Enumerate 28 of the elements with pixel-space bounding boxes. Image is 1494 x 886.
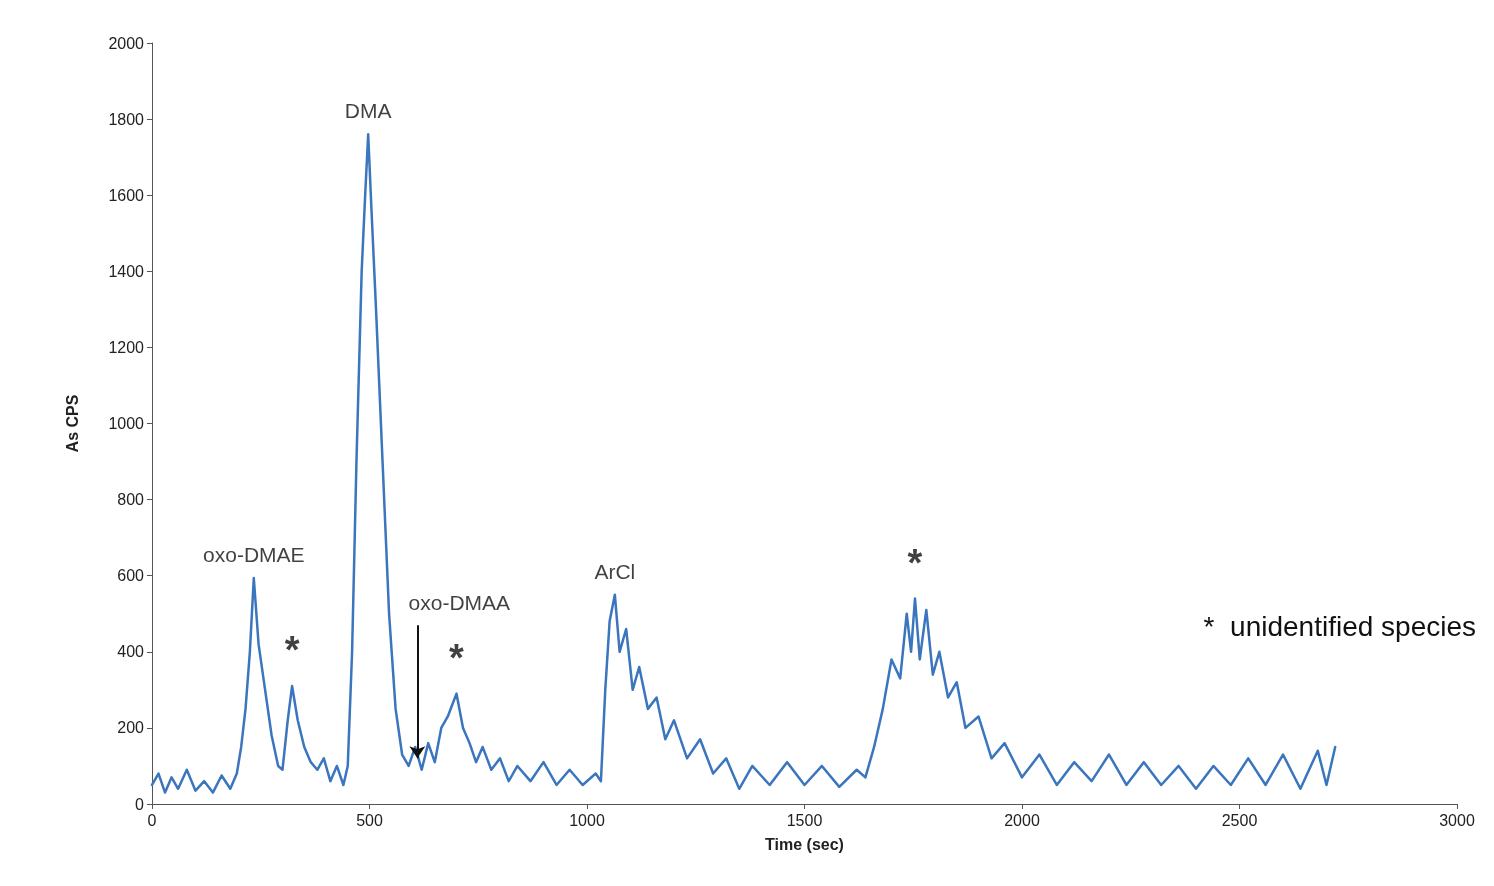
annotation: oxo-DMAA — [408, 591, 511, 615]
y-tick-label: 0 — [135, 795, 145, 813]
x-axis-title: Time (sec) — [765, 835, 844, 853]
annotation: DMA — [344, 99, 392, 123]
y-axis-title: As CPS — [63, 394, 81, 453]
x-tick-label: 1500 — [786, 811, 823, 829]
y-tick-label: 1400 — [108, 262, 145, 280]
y-tick-label: 1000 — [108, 415, 145, 432]
y-tick-label: 2000 — [108, 34, 145, 52]
x-tick-label: 2500 — [1221, 811, 1258, 829]
annotation: * — [907, 541, 923, 584]
y-tick-label: 200 — [117, 719, 145, 737]
x-tick-label: 2000 — [1004, 811, 1040, 829]
y-tick-label: 1200 — [108, 338, 145, 356]
annotation: oxo-DMAE — [203, 542, 305, 566]
annotation: * unidentified species — [1203, 610, 1477, 642]
x-tick-label: 3000 — [1439, 811, 1475, 829]
y-tick-label: 600 — [117, 567, 145, 585]
annotation: ArCl — [594, 559, 636, 583]
annotation: * — [449, 636, 465, 679]
x-tick-label: 500 — [356, 811, 383, 829]
y-tick-label: 800 — [117, 491, 145, 509]
x-tick-label: 0 — [147, 811, 157, 829]
y-tick-label: 1600 — [108, 186, 145, 204]
y-tick-label: 1800 — [108, 110, 145, 128]
x-tick-label: 1000 — [569, 811, 605, 829]
y-tick-label: 400 — [117, 643, 145, 661]
annotation: * — [284, 629, 300, 672]
